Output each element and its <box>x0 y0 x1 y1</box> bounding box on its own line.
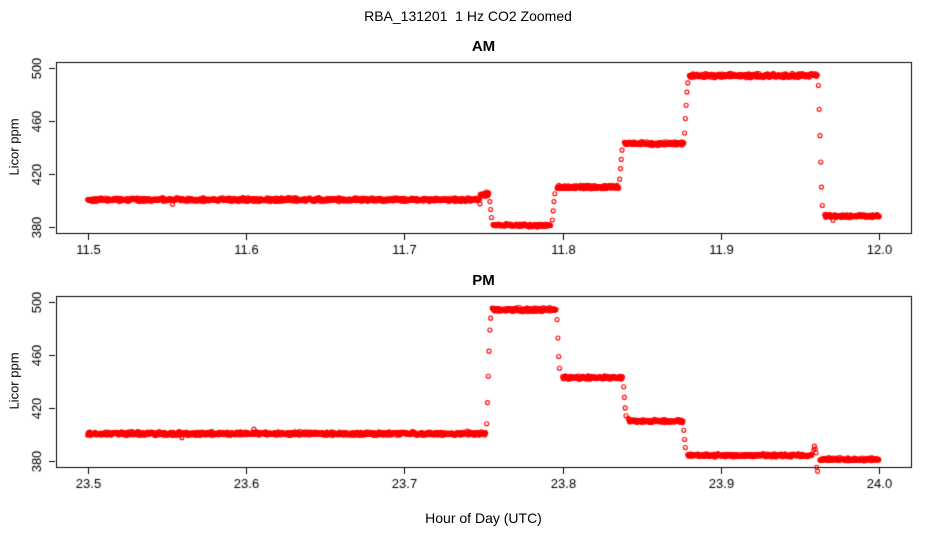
panel-title-pm: PM <box>472 272 495 289</box>
y-axis-label-am: Licor ppm <box>6 118 22 176</box>
panel-title-am: AM <box>471 38 496 55</box>
x-axis-label: Hour of Day (UTC) <box>425 510 542 526</box>
y-axis-label-pm: Licor ppm <box>6 352 22 410</box>
figure-title: RBA_131201 1 Hz CO2 Zoomed <box>364 8 572 24</box>
